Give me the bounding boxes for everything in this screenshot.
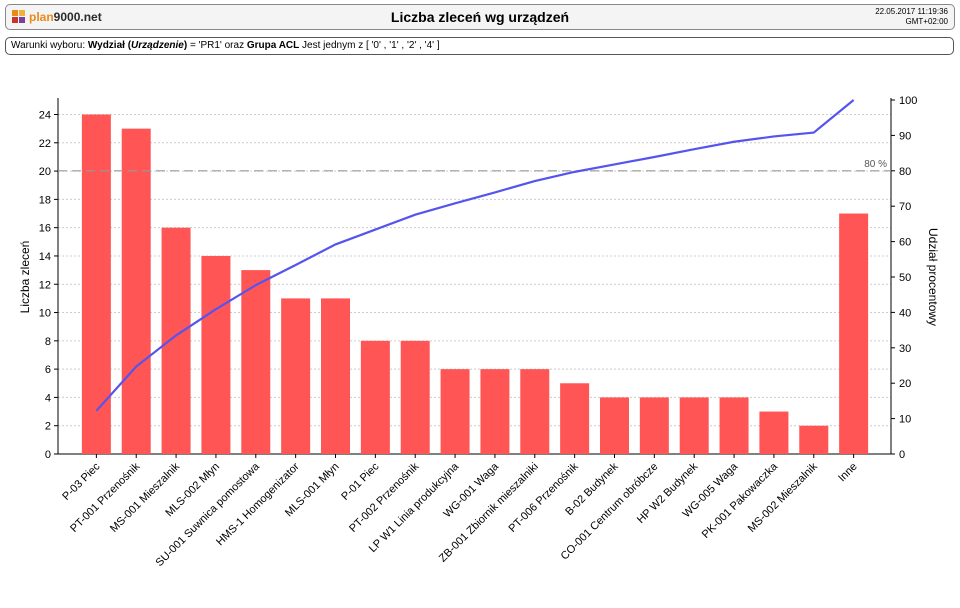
bar bbox=[440, 369, 470, 454]
bar bbox=[201, 255, 231, 454]
bar bbox=[121, 128, 151, 455]
x-tick-label: MS-001 Mieszalnik bbox=[108, 460, 183, 535]
timestamp-zone: GMT+02:00 bbox=[905, 17, 948, 26]
y-tick-label: 14 bbox=[39, 251, 51, 263]
bar bbox=[560, 383, 590, 454]
bar bbox=[241, 270, 271, 454]
y-tick-label: 18 bbox=[39, 194, 51, 206]
y-tick-label: 10 bbox=[39, 308, 51, 320]
timestamp: 22.05.2017 11:19:36 GMT+02:00 bbox=[875, 7, 948, 27]
y2-tick-label: 70 bbox=[899, 201, 911, 213]
y-axis-title: Liczba zleceń bbox=[18, 241, 32, 314]
x-tick-label: PT-002 Przenośnik bbox=[347, 460, 422, 535]
y-tick-label: 16 bbox=[39, 223, 51, 235]
y-tick-label: 12 bbox=[39, 279, 51, 291]
bar bbox=[799, 425, 829, 454]
y-tick-label: 4 bbox=[45, 392, 51, 404]
bar bbox=[281, 298, 311, 454]
y2-tick-label: 20 bbox=[899, 378, 911, 390]
bar bbox=[719, 397, 749, 454]
x-tick-label: PT-001 Przenośnik bbox=[68, 460, 143, 535]
logo: plan9000.net bbox=[12, 9, 102, 25]
y2-tick-label: 90 bbox=[899, 130, 911, 142]
selection-conditions: Warunki wyboru: Wydział (Urządzenie) = '… bbox=[5, 37, 954, 55]
y2-tick-label: 80 bbox=[899, 166, 911, 178]
x-tick-label: PT-006 Przenośnik bbox=[507, 460, 582, 535]
bar bbox=[599, 397, 629, 454]
bar bbox=[360, 340, 390, 454]
y2-tick-label: 0 bbox=[899, 449, 905, 461]
cumulative-line bbox=[95, 99, 855, 412]
y2-tick-label: 60 bbox=[899, 237, 911, 249]
bar bbox=[161, 227, 191, 454]
report-title: Liczba zleceń wg urządzeń bbox=[390, 9, 570, 25]
x-tick-label: MS-002 Mieszalnik bbox=[746, 460, 821, 535]
timestamp-date: 22.05.2017 11:19:36 bbox=[875, 7, 948, 16]
y-tick-label: 8 bbox=[45, 336, 51, 348]
y2-tick-label: 50 bbox=[899, 272, 911, 284]
bar bbox=[321, 298, 351, 454]
bar bbox=[679, 397, 709, 454]
y2-tick-label: 30 bbox=[899, 343, 911, 355]
bar bbox=[480, 369, 510, 454]
y-tick-label: 22 bbox=[39, 138, 51, 150]
bar bbox=[759, 411, 789, 454]
y2-tick-label: 10 bbox=[899, 414, 911, 426]
report-header: plan9000.net Liczba zleceń wg urządzeń 2… bbox=[5, 4, 955, 30]
bar bbox=[839, 213, 869, 454]
y-tick-label: 0 bbox=[45, 449, 51, 461]
x-tick-label: P-03 Piec bbox=[60, 460, 103, 503]
logo-icon bbox=[12, 10, 26, 24]
y2-tick-label: 100 bbox=[899, 95, 917, 107]
logo-text: plan9000.net bbox=[29, 10, 102, 24]
threshold-label: 80 % bbox=[864, 159, 887, 170]
y-tick-label: 6 bbox=[45, 364, 51, 376]
x-tick-label: PK-001 Pakowaczka bbox=[700, 460, 781, 541]
bar bbox=[639, 397, 669, 454]
y-tick-label: 2 bbox=[45, 421, 51, 433]
y2-tick-label: 40 bbox=[899, 307, 911, 319]
x-tick-label: Inne bbox=[836, 461, 860, 485]
y2-axis-title: Udział procentowy bbox=[926, 228, 940, 326]
bar bbox=[81, 114, 111, 454]
x-tick-label: P-01 Piec bbox=[339, 460, 382, 503]
bar bbox=[400, 340, 430, 454]
bar bbox=[520, 369, 550, 454]
y-tick-label: 20 bbox=[39, 166, 51, 178]
y-tick-label: 24 bbox=[39, 110, 51, 122]
